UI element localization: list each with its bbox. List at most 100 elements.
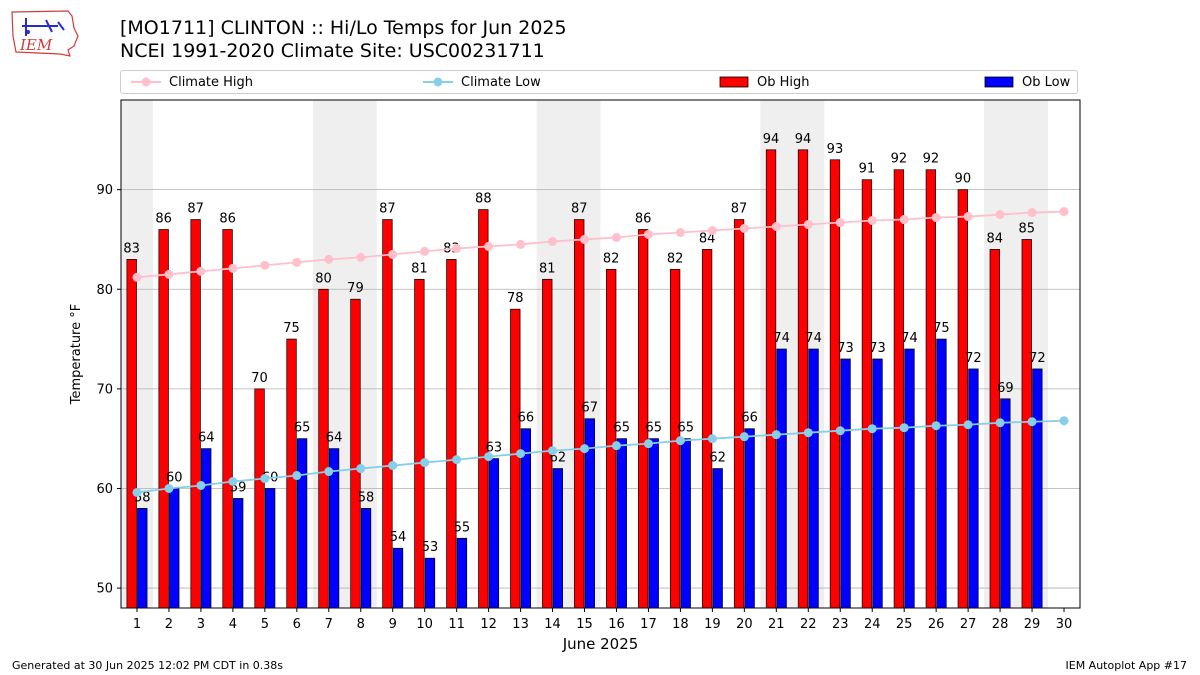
point-climate-low xyxy=(516,449,526,459)
point-climate-high xyxy=(548,236,558,246)
point-climate-high xyxy=(739,223,749,233)
label-ob-low: 64 xyxy=(326,431,343,446)
x-tick-label: 7 xyxy=(325,617,333,632)
point-climate-low xyxy=(356,464,366,474)
point-climate-low xyxy=(675,436,685,446)
legend-ob-low: Ob Low xyxy=(984,71,1070,93)
point-climate-high xyxy=(420,246,430,256)
label-ob-high: 90 xyxy=(955,172,972,187)
point-climate-low xyxy=(388,461,398,471)
bar-ob-high xyxy=(701,249,713,609)
point-climate-low xyxy=(611,441,621,451)
point-climate-low xyxy=(580,444,590,454)
x-tick-label: 22 xyxy=(800,617,817,632)
line-climate-high xyxy=(136,210,1065,279)
label-ob-low: 53 xyxy=(422,540,439,555)
legend-ob-high: Ob High xyxy=(719,71,810,93)
bar-ob-low xyxy=(137,508,148,609)
point-climate-high xyxy=(611,232,621,242)
point-climate-low xyxy=(420,458,430,468)
chart-title: [MO1711] CLINTON :: Hi/Lo Temps for Jun … xyxy=(120,17,567,39)
legend-climate-low-label: Climate Low xyxy=(461,74,541,90)
x-tick-label: 4 xyxy=(229,617,237,632)
point-climate-low xyxy=(228,476,238,486)
x-tick-label: 5 xyxy=(261,617,269,632)
legend-ob-low-label: Ob Low xyxy=(1022,74,1071,90)
bar-ob-low xyxy=(616,438,627,609)
label-ob-high: 81 xyxy=(411,261,428,276)
bar-ob-high xyxy=(254,388,265,609)
label-ob-low: 72 xyxy=(1029,351,1046,366)
point-climate-high xyxy=(803,220,813,230)
x-tick-label: 19 xyxy=(704,617,721,632)
bar-ob-low xyxy=(552,468,563,609)
x-axis-label: June 2025 xyxy=(562,635,639,653)
label-ob-low: 65 xyxy=(677,421,694,436)
label-ob-high: 92 xyxy=(923,152,940,167)
bar-ob-low xyxy=(1000,398,1011,609)
point-climate-high xyxy=(675,227,685,237)
label-ob-high: 86 xyxy=(635,211,652,226)
label-ob-low: 74 xyxy=(805,331,822,346)
label-ob-high: 94 xyxy=(795,132,812,147)
y-tick-label: 60 xyxy=(96,482,113,497)
y-axis-label: Temperature °F xyxy=(69,304,84,405)
point-climate-high xyxy=(324,254,334,264)
label-ob-low: 54 xyxy=(390,530,407,545)
point-climate-high xyxy=(643,229,653,239)
point-climate-high xyxy=(516,239,526,249)
label-ob-high: 87 xyxy=(379,202,396,217)
point-climate-low xyxy=(899,423,909,433)
point-climate-low xyxy=(196,480,206,490)
point-climate-high xyxy=(260,260,270,270)
x-tick-label: 21 xyxy=(768,617,785,632)
legend-climate-high: Climate High xyxy=(131,71,253,93)
label-ob-high: 86 xyxy=(219,211,236,226)
bar-ob-low xyxy=(936,338,947,609)
label-ob-high: 86 xyxy=(155,211,172,226)
bar-ob-low xyxy=(296,438,308,609)
label-ob-low: 74 xyxy=(773,331,790,346)
x-tick-label: 2 xyxy=(165,617,173,632)
bar-ob-low xyxy=(648,438,659,609)
bar-ob-high xyxy=(446,259,457,609)
chart-subtitle: NCEI 1991-2020 Climate Site: USC00231711 xyxy=(120,40,545,62)
bar-ob-high xyxy=(126,259,137,609)
point-climate-high xyxy=(1059,207,1069,217)
point-climate-high xyxy=(484,241,494,251)
x-tick-label: 27 xyxy=(960,617,977,632)
point-climate-low xyxy=(835,426,845,436)
label-ob-low: 73 xyxy=(869,341,886,356)
bar-ob-high xyxy=(829,159,841,609)
label-ob-low: 74 xyxy=(901,331,918,346)
bar-ob-low xyxy=(1032,368,1043,609)
bar-ob-high xyxy=(478,209,489,609)
point-climate-low xyxy=(324,467,334,477)
legend-climate-high-swatch xyxy=(131,77,161,87)
point-climate-low xyxy=(292,471,302,481)
label-ob-low: 63 xyxy=(486,441,503,456)
bar-ob-low xyxy=(424,557,436,609)
point-climate-high xyxy=(1027,208,1037,218)
point-climate-low xyxy=(548,446,558,456)
point-climate-low xyxy=(739,432,749,442)
bar-ob-high xyxy=(382,219,393,609)
point-climate-high xyxy=(580,234,590,244)
label-ob-high: 75 xyxy=(283,321,300,336)
x-tick-label: 15 xyxy=(576,617,593,632)
bar-ob-low xyxy=(360,508,372,609)
plot-frame xyxy=(120,99,1081,609)
x-tick-label: 12 xyxy=(480,617,497,632)
x-tick-label: 26 xyxy=(928,617,945,632)
point-climate-low xyxy=(803,428,813,438)
label-ob-low: 60 xyxy=(166,470,183,485)
logo-text: IEM xyxy=(19,36,53,54)
point-climate-high xyxy=(388,249,398,259)
point-climate-low xyxy=(452,455,462,465)
point-climate-high xyxy=(132,272,142,282)
label-ob-high: 82 xyxy=(667,251,684,266)
bar-ob-low xyxy=(265,488,276,609)
label-ob-high: 87 xyxy=(731,202,748,217)
x-tick-label: 13 xyxy=(512,617,529,632)
bar-ob-low xyxy=(456,537,468,609)
